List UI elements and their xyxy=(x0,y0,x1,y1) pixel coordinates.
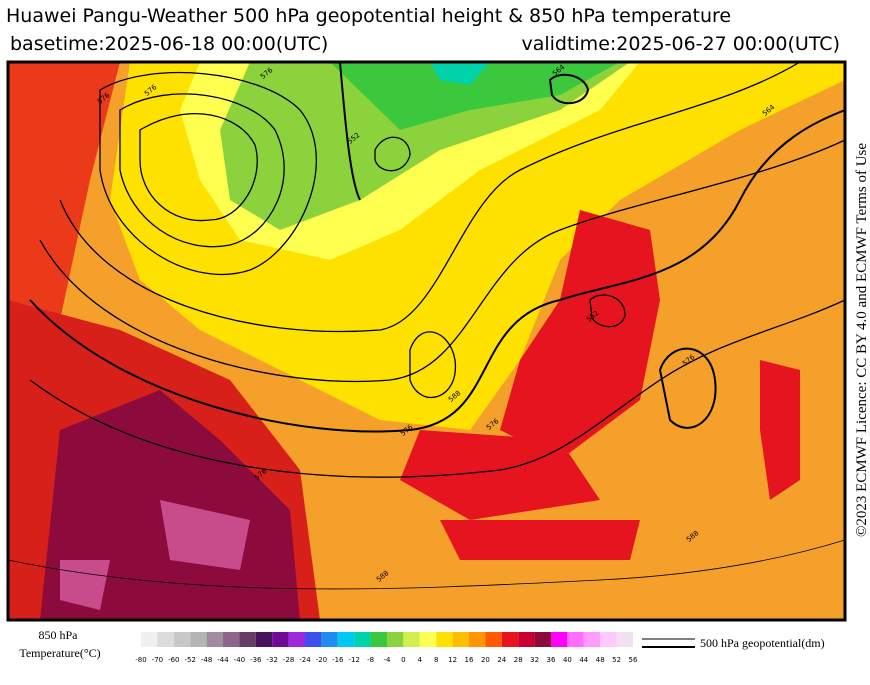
colorbar-tick-label: -70 xyxy=(152,656,163,664)
colorbar-cell xyxy=(501,632,519,647)
colorbar-tick-label: -60 xyxy=(168,656,179,664)
colorbar-cell xyxy=(354,632,371,647)
temp-region xyxy=(760,360,800,500)
colorbar-cell xyxy=(337,632,355,647)
colorbar-tick-label: -20 xyxy=(316,656,327,664)
temp-region xyxy=(60,500,250,610)
colorbar-cell xyxy=(616,632,633,647)
colorbar-cell xyxy=(157,632,174,647)
colorbar-tick-label: -44 xyxy=(217,656,229,664)
colorbar-tick-label: 52 xyxy=(612,656,621,664)
temp-region xyxy=(400,430,640,560)
colorbar-tick-label: -80 xyxy=(135,656,146,664)
temp-region xyxy=(330,62,620,130)
map-area xyxy=(8,62,845,620)
colorbar-tick-label: 20 xyxy=(481,656,490,664)
colorbar-cell xyxy=(321,632,338,647)
basetime: basetime:2025-06-18 00:00(UTC) xyxy=(10,33,328,55)
colorbar-cell xyxy=(436,632,453,647)
colorbar-cell xyxy=(370,632,387,647)
colorbar-tick-label: -8 xyxy=(367,656,374,664)
title: Huawei Pangu-Weather 500 hPa geopotentia… xyxy=(6,5,731,27)
colorbar-tick-label: 12 xyxy=(448,656,457,664)
colorbar-tick-label: -48 xyxy=(201,656,212,664)
colorbar-cell xyxy=(485,632,502,647)
colorbar-tick-label: -24 xyxy=(299,656,311,664)
colorbar-cell xyxy=(419,632,437,647)
colorbar-tick-label: 36 xyxy=(547,656,556,664)
colorbar-tick-label: 56 xyxy=(629,656,638,664)
licence: ©2023 ECMWF Licence: CC BY 4.0 and ECMWF… xyxy=(854,143,870,537)
colorbar-cell xyxy=(518,632,535,647)
colorbar-tick-label: -4 xyxy=(384,656,392,664)
colorbar-tick-label: -16 xyxy=(332,656,344,664)
colorbar-cell xyxy=(206,632,223,647)
colorbar-tick-label: -12 xyxy=(348,656,359,664)
geopotential-legend: 500 hPa geopotential(dm) xyxy=(700,636,825,650)
colorbar-tick-label: -52 xyxy=(184,656,195,664)
colorbar-tick-label: 44 xyxy=(579,656,588,664)
colorbar-cell xyxy=(190,632,207,647)
temp-region xyxy=(220,62,630,230)
colorbar-tick-label: 16 xyxy=(465,656,474,664)
colorbar-cell xyxy=(551,632,568,647)
geopotential-contours xyxy=(8,62,845,590)
colorbar-tick-label: 40 xyxy=(563,656,572,664)
legend-unit: Temperature(°C) xyxy=(19,646,100,660)
map-frame xyxy=(6,60,847,622)
colorbar-cell xyxy=(239,632,256,647)
colorbar-cell xyxy=(403,632,420,647)
colorbar-cell xyxy=(452,632,469,647)
colorbar-tick-label: 48 xyxy=(596,656,605,664)
colorbar-cell xyxy=(534,632,551,647)
colorbar-cell xyxy=(469,632,486,647)
colorbar-tick-label: 24 xyxy=(497,656,506,664)
colorbar-tick-label: -40 xyxy=(234,656,245,664)
temp-region xyxy=(430,62,490,85)
colorbar-cell xyxy=(583,632,601,647)
colorbar-cell xyxy=(223,632,240,647)
validtime: validtime:2025-06-27 00:00(UTC) xyxy=(521,33,840,55)
colorbar-cell xyxy=(567,632,584,647)
legend-title: 850 hPa xyxy=(39,628,79,642)
colorbar-tick-label: 28 xyxy=(514,656,523,664)
colorbar-cell xyxy=(305,632,322,647)
colorbar-cell xyxy=(272,632,289,647)
colorbar-cell xyxy=(288,632,305,647)
temp-region xyxy=(500,210,660,460)
colorbar-tick-label: -36 xyxy=(250,656,262,664)
colorbar-cell xyxy=(141,632,158,647)
colorbar-cell xyxy=(173,632,191,647)
colorbar-cell xyxy=(600,632,617,647)
colorbar-tick-label: 8 xyxy=(434,656,438,664)
colorbar-cell xyxy=(387,632,404,647)
colorbar-tick-label: 32 xyxy=(530,656,539,664)
colorbar-tick-label: 4 xyxy=(418,656,423,664)
colorbar-cell xyxy=(255,632,273,647)
colorbar-tick-label: -28 xyxy=(283,656,294,664)
colorbar-tick-label: 0 xyxy=(401,656,405,664)
colorbar-tick-label: -32 xyxy=(266,656,277,664)
